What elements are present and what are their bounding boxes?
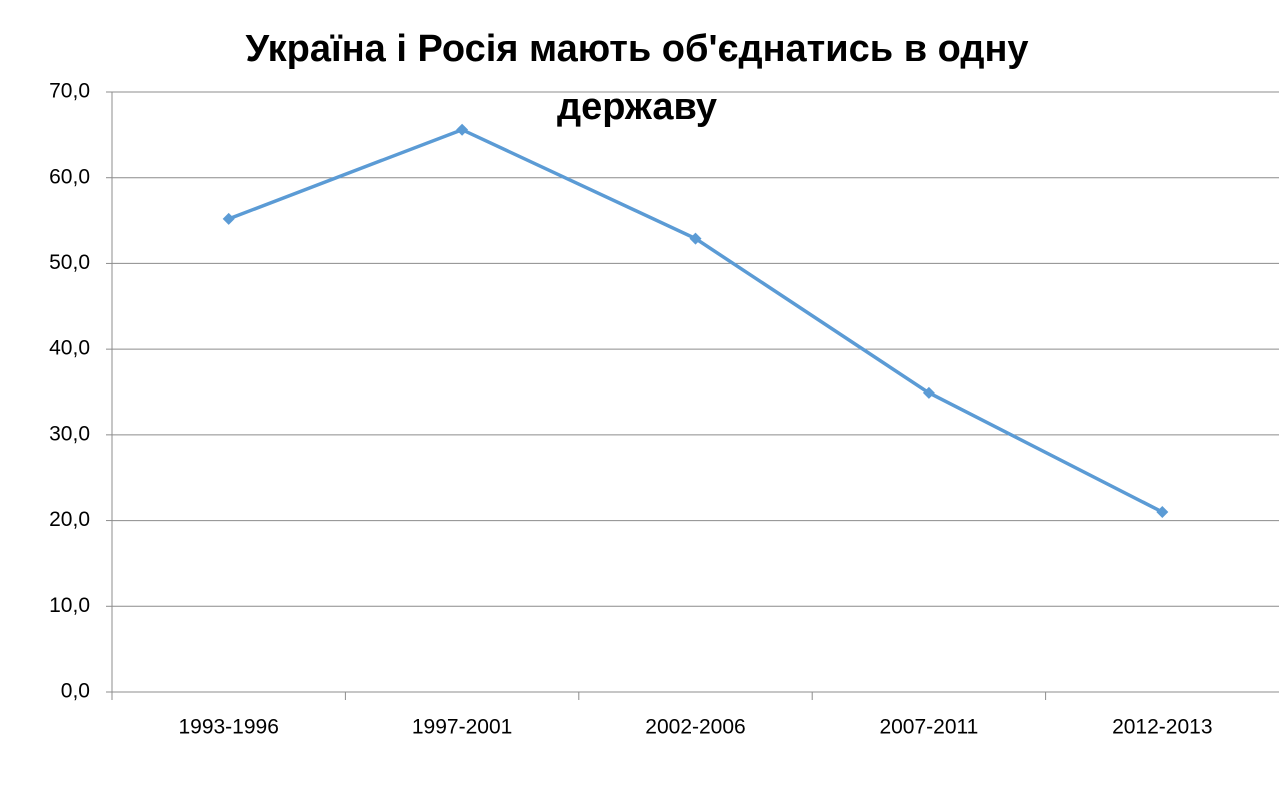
marker bbox=[922, 386, 935, 399]
y-tick-label: 70,0 bbox=[49, 80, 90, 103]
line bbox=[228, 127, 1164, 514]
y-tick-label: 20,0 bbox=[49, 508, 90, 531]
marker bbox=[456, 123, 469, 136]
x-tick-label: 2002-2006 bbox=[645, 716, 745, 739]
x-tick-label: 2012-2013 bbox=[1112, 716, 1212, 739]
y-tick-label: 30,0 bbox=[49, 422, 90, 445]
marker bbox=[222, 212, 235, 225]
marker bbox=[689, 232, 702, 245]
y-tick-label: 10,0 bbox=[49, 594, 90, 617]
y-tick-label: 50,0 bbox=[49, 251, 90, 274]
x-tick-label: 1993-1996 bbox=[178, 716, 278, 739]
marker bbox=[1156, 506, 1169, 518]
y-tick-label: 0,0 bbox=[61, 680, 90, 703]
x-tick-label: 1997-2001 bbox=[412, 716, 512, 739]
chart-title: Україна і Росія мають об'єднатись в одну… bbox=[245, 28, 1029, 128]
x-tick-label: 2007-2011 bbox=[879, 716, 978, 739]
y-tick-label: 40,0 bbox=[49, 337, 90, 360]
y-tick-label: 60,0 bbox=[49, 165, 90, 188]
